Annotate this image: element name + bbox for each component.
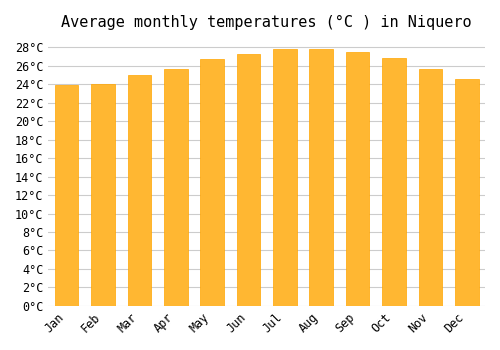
Bar [200,60,224,306]
Bar [418,69,442,306]
Bar [310,49,333,306]
Bar [273,49,296,306]
Bar [54,85,78,306]
Bar [382,58,406,306]
Bar [236,54,260,306]
Bar [128,75,151,306]
Bar [164,69,188,306]
Bar [91,84,115,306]
Title: Average monthly temperatures (°C ) in Niquero: Average monthly temperatures (°C ) in Ni… [62,15,472,30]
Bar [346,52,370,306]
Bar [455,79,478,306]
